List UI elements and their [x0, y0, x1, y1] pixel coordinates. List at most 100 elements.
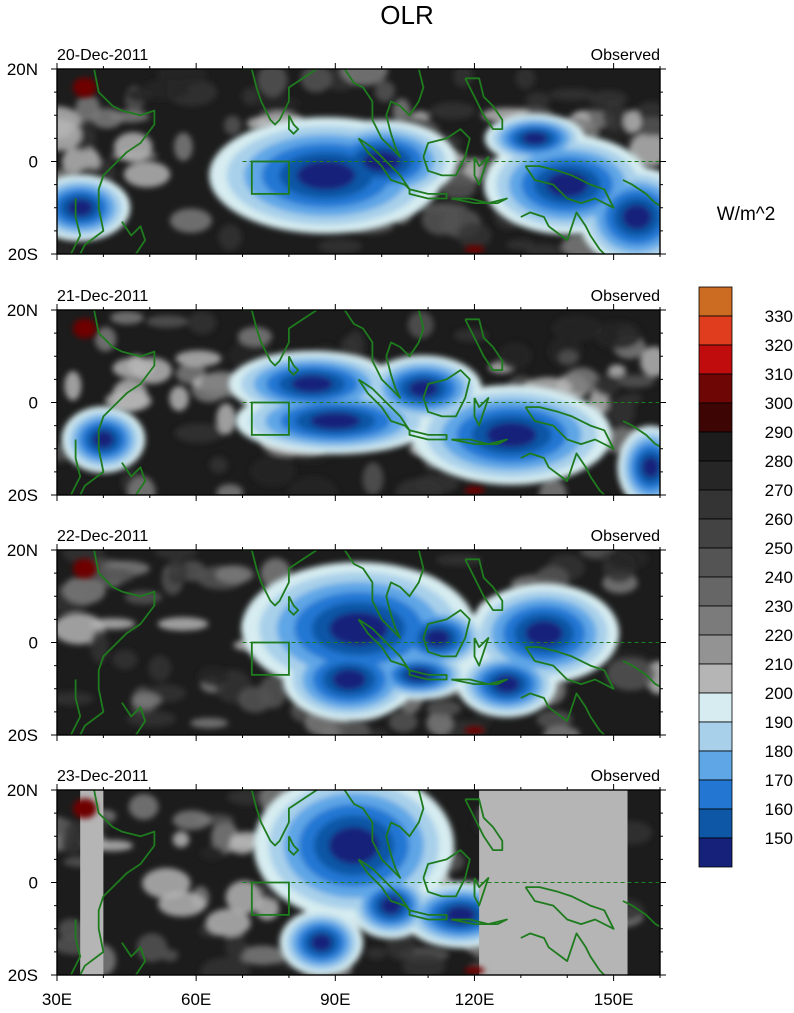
coastline — [622, 420, 660, 448]
coastline — [288, 835, 300, 856]
olr-field — [57, 790, 660, 975]
coastline — [343, 550, 425, 639]
coastline — [524, 886, 615, 930]
coastline — [473, 397, 490, 427]
coastline — [422, 849, 471, 898]
colorbar-tick-label: 300 — [765, 394, 793, 413]
y-tick-label: 20S — [8, 245, 38, 264]
convection-cell-3-level-6 — [408, 380, 439, 397]
colorbar-units-label: W/m^2 — [717, 204, 776, 225]
panel-source-label: Observed — [591, 47, 660, 64]
panel-source-label: Observed — [591, 768, 660, 785]
colorbar-box — [698, 373, 733, 404]
olr-field — [57, 69, 660, 254]
panel-date: 22-Dec-2011 — [57, 528, 148, 545]
colorbar-box — [698, 344, 733, 375]
panel-date: 23-Dec-2011 — [57, 768, 148, 785]
convection-cell-2-level-6 — [310, 934, 332, 951]
y-tick-label: 20S — [8, 726, 38, 745]
coastline — [79, 550, 156, 735]
warm-spot — [464, 486, 485, 495]
warm-spot — [72, 798, 97, 819]
x-tick-label: 90E — [320, 990, 350, 1009]
coastline — [186, 550, 189, 551]
index-region-box — [250, 160, 290, 195]
coastline — [242, 550, 318, 607]
warm-spot — [72, 318, 97, 339]
colorbar-tick-label: 260 — [765, 510, 793, 529]
colorbar-box — [698, 750, 733, 781]
colorbar-tick-label: 160 — [765, 800, 793, 819]
coastline — [186, 69, 189, 70]
coastline — [357, 137, 411, 191]
coastline — [408, 188, 448, 200]
convection-cell-6-level-6 — [642, 456, 660, 478]
figure-title: OLR — [380, 0, 433, 30]
y-tick-label: 0 — [29, 153, 38, 172]
coastline — [473, 156, 490, 186]
coastline — [520, 932, 605, 975]
convection-cell-1-level-6 — [329, 611, 388, 646]
panel-3: 20N 0 20S 22-Dec-2011 Observed — [7, 528, 666, 745]
colorbar-box — [698, 837, 733, 868]
coastline — [622, 900, 660, 928]
index-region-box — [250, 401, 290, 436]
coastline — [242, 69, 318, 126]
coastline — [473, 637, 490, 667]
coastline — [70, 679, 82, 735]
olr-field — [57, 550, 660, 735]
coastline — [242, 310, 318, 367]
coastline — [70, 919, 82, 975]
coastline — [524, 165, 615, 209]
coastline — [451, 438, 508, 445]
coastline — [79, 69, 156, 254]
coastline — [464, 77, 504, 130]
missing-data-region-2 — [80, 790, 104, 975]
colorbar-tick-label: 290 — [765, 423, 793, 442]
coastline — [451, 197, 508, 204]
colorbar: 330 320 310 300 290 280 270 260 250 240 230 220 210 2… — [698, 286, 793, 868]
olr-field — [57, 310, 660, 495]
coastline — [121, 702, 146, 735]
coastline — [422, 128, 471, 177]
colorbar-tick-label: 280 — [765, 452, 793, 471]
coastline — [464, 558, 504, 611]
colorbar-box — [698, 663, 733, 694]
convection-cell-1-level-6 — [296, 160, 356, 190]
colorbar-tick-label: 230 — [765, 597, 793, 616]
coastline — [186, 310, 189, 311]
coastline — [70, 439, 82, 495]
coastline — [79, 310, 156, 495]
coastline — [520, 452, 605, 495]
y-tick-label: 0 — [29, 394, 38, 413]
colorbar-tick-label: 220 — [765, 626, 793, 645]
coastline — [288, 355, 300, 376]
convection-cell-2-level-6 — [310, 412, 361, 430]
colorbar-box — [698, 808, 733, 839]
y-tick-label: 20N — [7, 541, 38, 560]
index-region-box — [250, 641, 290, 676]
colorbar-tick-label: 190 — [765, 713, 793, 732]
coastline — [451, 678, 508, 685]
colorbar-tick-label: 270 — [765, 481, 793, 500]
colorbar-box — [698, 779, 733, 810]
warm-spot — [72, 558, 97, 579]
convection-cell-3-level-6 — [424, 629, 450, 647]
coastline — [242, 790, 318, 847]
coastline — [70, 198, 82, 254]
index-region-box — [250, 881, 290, 916]
y-tick-label: 0 — [29, 874, 38, 893]
coastline — [622, 179, 660, 207]
coastline — [422, 609, 471, 658]
coastline — [464, 318, 504, 371]
warm-spot — [464, 966, 485, 975]
colorbar-box — [698, 402, 733, 433]
convection-cell-6-level-6 — [67, 199, 93, 217]
colorbar-box — [698, 721, 733, 752]
y-tick-label: 20S — [8, 486, 38, 505]
colorbar-box — [698, 692, 733, 723]
convection-cell-2-level-6 — [332, 669, 366, 690]
y-tick-label: 20N — [7, 781, 38, 800]
coastline — [464, 798, 504, 851]
coastline — [79, 790, 156, 975]
